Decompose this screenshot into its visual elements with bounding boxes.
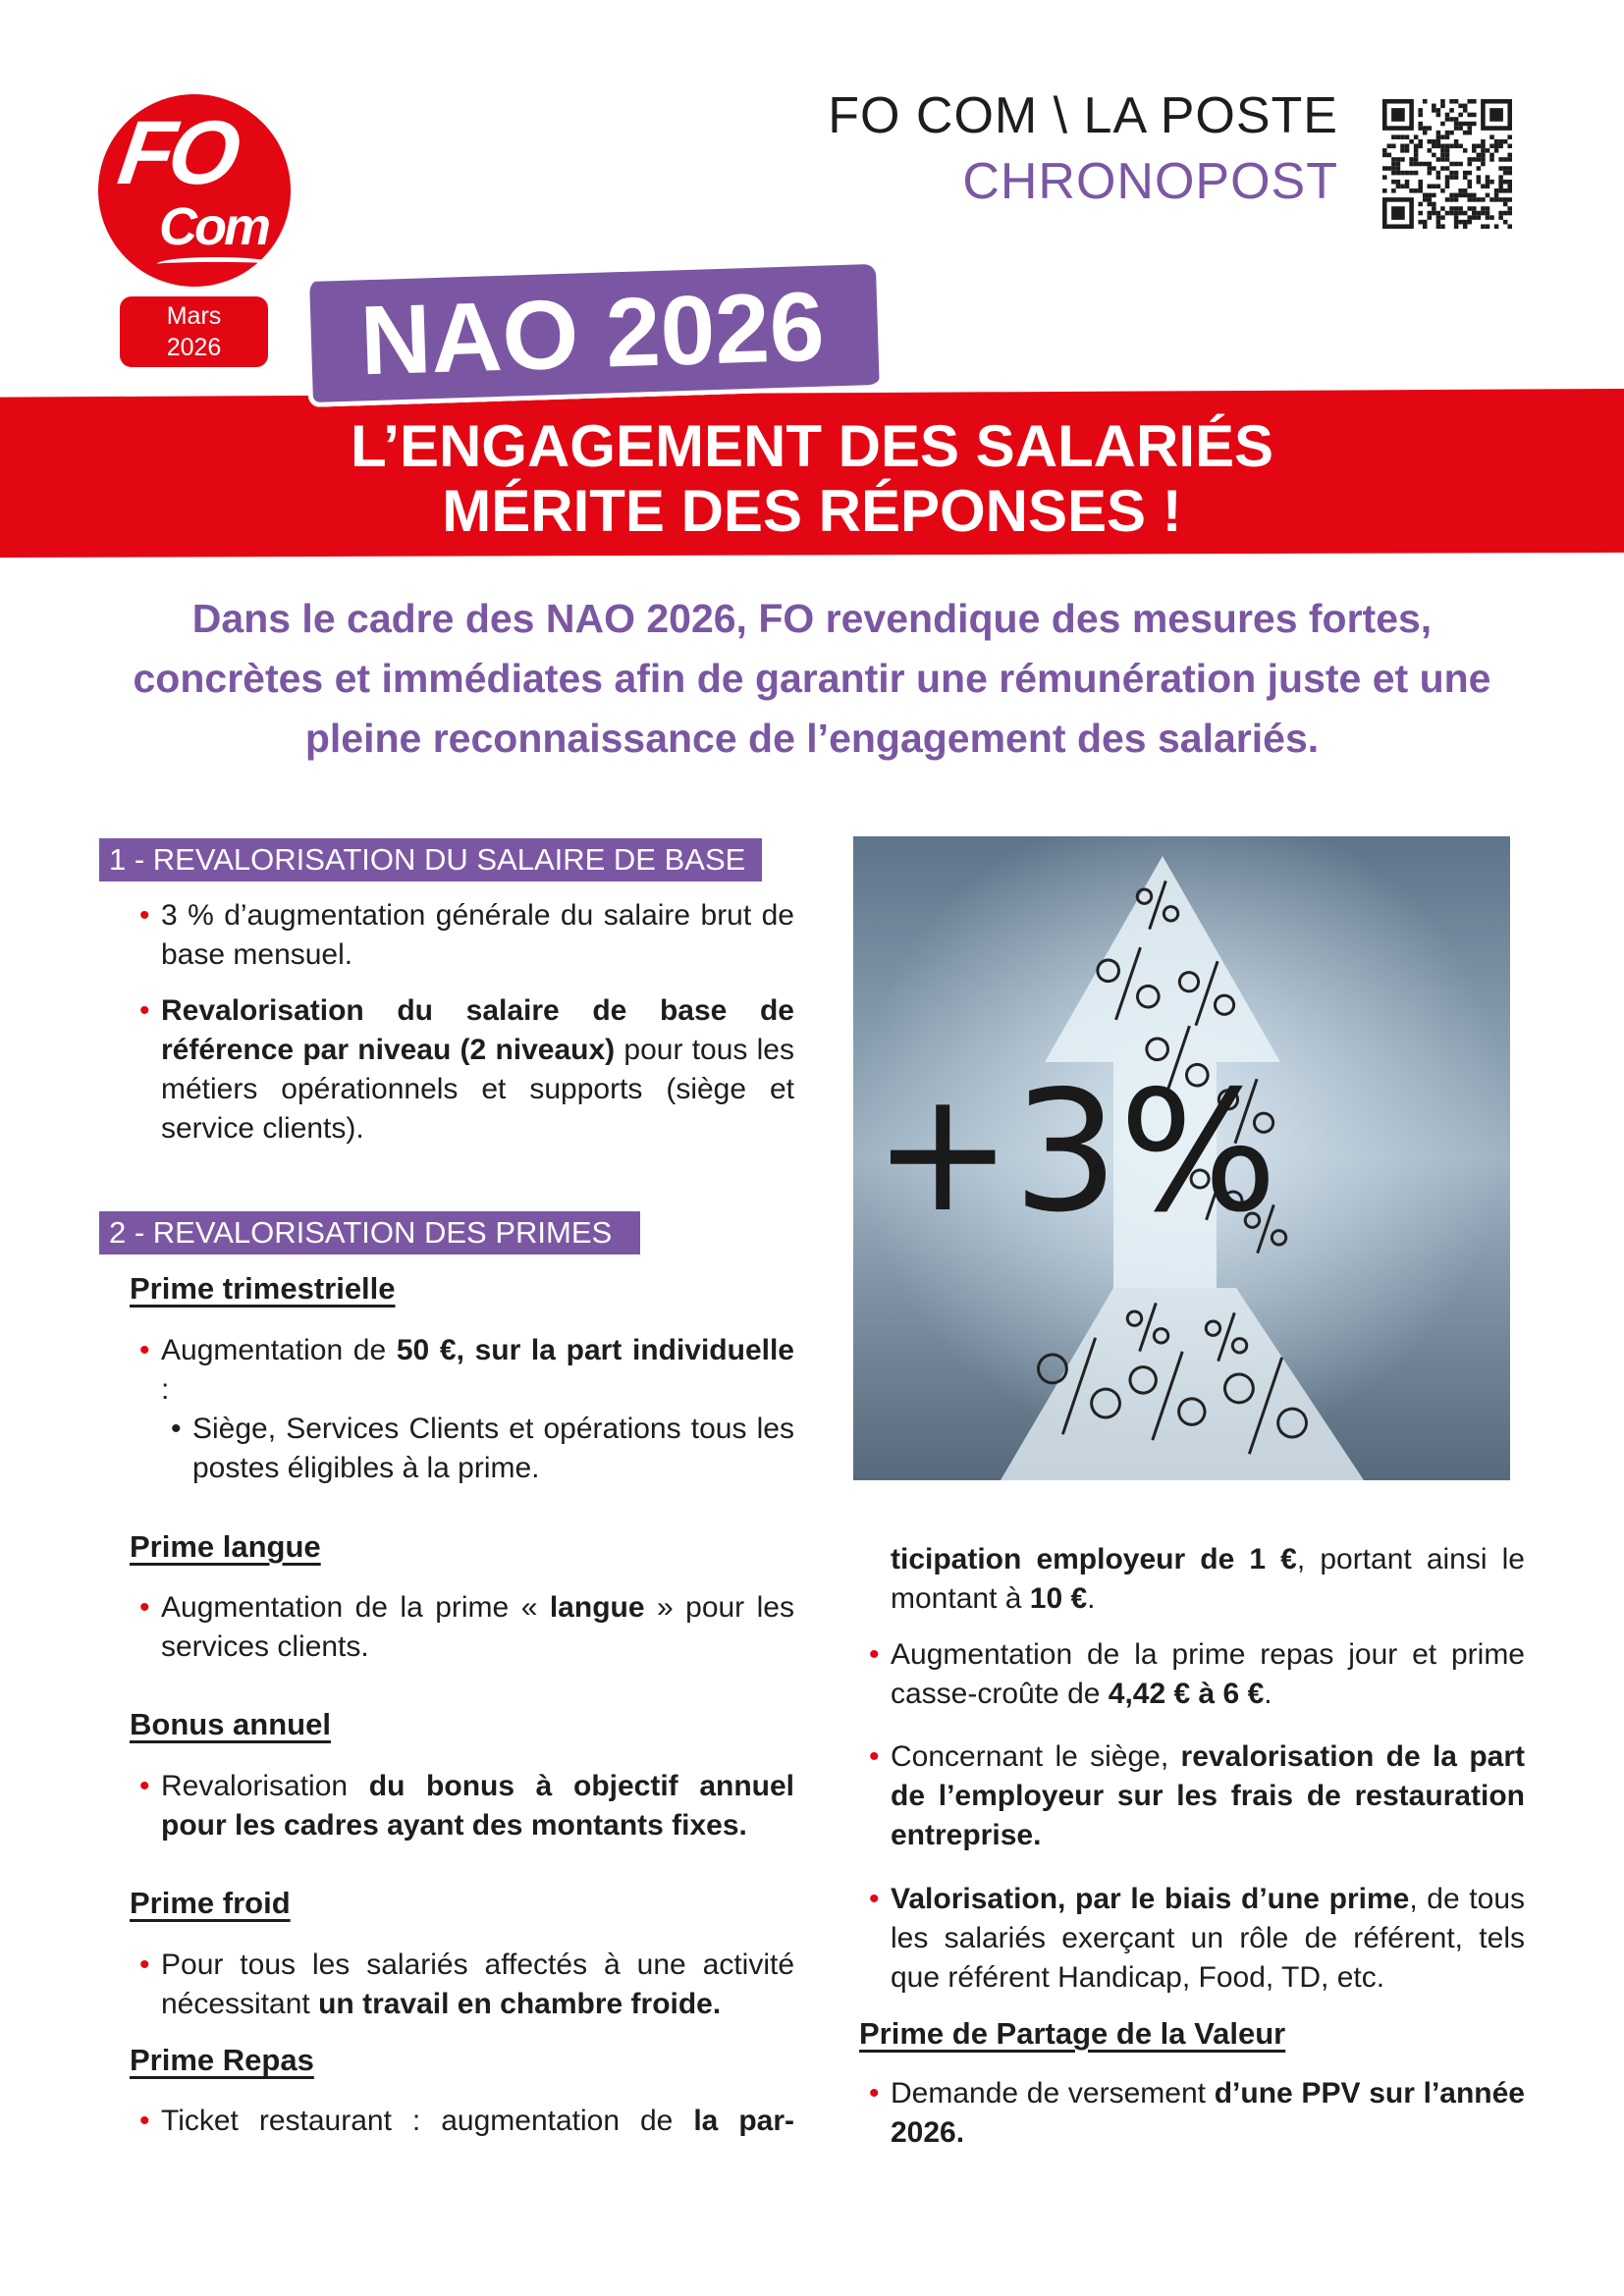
bullet-icon: • <box>869 1740 880 1773</box>
bold-text: revalorisation de la part de l’employeur… <box>891 1740 1525 1851</box>
subheading-prime-trimestrielle: Prime trimestrielle <box>130 1271 396 1306</box>
subheading-prime-froid: Prime froid <box>130 1886 291 1920</box>
bullet-salary-increase: • 3 % d’augmentation générale du salaire … <box>139 896 794 975</box>
bullet-icon: • <box>139 1949 150 1981</box>
text: Augmentation de <box>161 1334 397 1366</box>
percent-sign-shape <box>1177 960 1236 1027</box>
percent-sign-shape <box>1037 1337 1121 1435</box>
bullet-icon: • <box>139 1591 150 1624</box>
subheading-bonus-annuel: Bonus annuel <box>130 1707 331 1741</box>
text: Concernant le siège, <box>891 1740 1181 1773</box>
percent-sign-shape <box>1223 1357 1308 1455</box>
percent-sign-decorations <box>1037 880 1308 1455</box>
bold-text: Revalorisation du salaire de base de réf… <box>161 994 794 1066</box>
arrow-up-shape <box>1045 856 1280 1288</box>
bold-text: Valorisation, par le biais d’une prime <box>891 1883 1410 1915</box>
arrow-floor-shape <box>1001 1288 1364 1480</box>
header-company: CHRONOPOST <box>962 153 1338 210</box>
bold-text: un travail en chambre froide. <box>318 1988 722 2020</box>
section-2-heading: 2 - REVALORISATION DES PRIMES <box>99 1211 640 1255</box>
text: : <box>161 1373 170 1406</box>
text: » pour les services clients. <box>161 1591 794 1663</box>
bold-text: la par- <box>693 2105 794 2137</box>
plus-3-percent-illustration: +3% <box>853 836 1510 1480</box>
logo-swoosh <box>157 257 275 271</box>
qr-code[interactable] <box>1382 99 1512 229</box>
percent-sign-shape <box>1096 946 1161 1021</box>
section-1-heading: 1 - REVALORISATION DU SALAIRE DE BASE <box>99 838 762 881</box>
date-month: Mars <box>166 302 222 330</box>
percent-sign-shape <box>1243 1203 1288 1255</box>
nao-tag: NAO 2026 <box>304 263 880 408</box>
bold-text: 50 €, sur la part individuelle <box>396 1334 794 1366</box>
text: Pour tous les salariés affectés à une ac… <box>161 1949 794 2020</box>
text: pour tous les métiers opérationnels et s… <box>161 1034 794 1145</box>
percent-sign-shape <box>1189 1158 1244 1221</box>
bullet-icon: • <box>869 1883 880 1915</box>
subheading-ppv: Prime de Partage de la Valeur <box>859 2016 1286 2051</box>
bold-text: 4,42 € à 6 € <box>1108 1678 1265 1710</box>
bullet-ppv: • Demande de versement d’une PPV sur l’an… <box>869 2074 1525 2153</box>
bullet-icon: • <box>139 1770 150 1802</box>
bold-text: du bonus à objectif annuel pour les cadr… <box>161 1770 794 1842</box>
bullet-icon: • <box>869 1638 880 1671</box>
bullet-base-salary-reference: • Revalorisation du salaire de base de ré… <box>139 991 794 1148</box>
bullet-icon: • <box>171 1413 182 1445</box>
bullet-frais-restauration: • Concernant le siège, revalorisation de … <box>869 1737 1525 1855</box>
bullet-prime-repas-jour: • Augmentation de la prime repas jour et … <box>869 1635 1525 1714</box>
bold-text: 10 € <box>1029 1582 1088 1615</box>
fo-com-logo: FO Com <box>98 94 291 287</box>
title-band <box>0 389 1624 558</box>
logo-text-com: Com <box>159 197 271 256</box>
percent-sign-shape <box>1125 1302 1170 1353</box>
bold-text: langue <box>549 1591 645 1624</box>
bullet-prime-froid: • Pour tous les salariés affectés à une a… <box>139 1946 794 2024</box>
text: Revalorisation <box>161 1770 369 1802</box>
logo-text-fo: FO <box>112 103 241 203</box>
percent-sign-shape <box>1217 1078 1275 1145</box>
text: Ticket restaurant : augmentation de <box>161 2105 694 2137</box>
text: Augmentation de la prime repas jour et p… <box>891 1638 1525 1710</box>
text: 3 % d’augmentation générale du salaire b… <box>161 899 794 971</box>
title-line-1: L’ENGAGEMENT DES SALARIÉS <box>350 413 1274 479</box>
text: . <box>1264 1678 1272 1710</box>
bullet-icon: • <box>139 994 150 1027</box>
bullet-ticket-restaurant-end: ticipation employeur de 1 €, portant ain… <box>891 1540 1525 1619</box>
bullet-ticket-restaurant-start: • Ticket restaurant : augmentation de la … <box>139 2102 794 2141</box>
title-line-2: MÉRITE DES RÉPONSES ! <box>442 478 1182 544</box>
subheading-prime-langue: Prime langue <box>130 1529 321 1564</box>
date-year: 2026 <box>166 334 222 361</box>
text: Demande de versement <box>891 2077 1215 2109</box>
bullet-icon: • <box>139 2105 150 2137</box>
bold-text: d’une PPV sur l’année 2026. <box>891 2077 1525 2149</box>
percent-sign-shape <box>1135 880 1180 931</box>
percent-sign-shape <box>1145 1025 1210 1099</box>
text: Augmentation de la prime « <box>161 1591 550 1624</box>
percent-sign-shape <box>1204 1311 1249 1362</box>
text: Siège, Services Clients et opérations to… <box>192 1413 794 1484</box>
subbullet-prime-trimestrielle: • Siège, Services Clients et opérations t… <box>171 1410 794 1488</box>
date-badge: Mars 2026 <box>120 296 268 367</box>
bullet-icon: • <box>869 2077 880 2109</box>
text: , portant ainsi le montant à <box>891 1543 1525 1615</box>
bullet-icon: • <box>139 1334 150 1366</box>
header-org: FO COM \ LA POSTE <box>828 87 1338 144</box>
text: , de tous les salariés exerçant un rôle … <box>891 1883 1526 1994</box>
intro-paragraph: Dans le cadre des NAO 2026, FO revendiqu… <box>133 596 1491 761</box>
image-plus-3-percent-label: +3% <box>873 1055 1277 1250</box>
bold-text: ticipation employeur de 1 € <box>891 1543 1297 1575</box>
bullet-icon: • <box>139 899 150 932</box>
subheading-prime-repas: Prime Repas <box>130 2043 314 2077</box>
bullet-prime-trimestrielle: • Augmentation de 50 €, sur la part indiv… <box>139 1331 794 1410</box>
bullet-prime-langue: • Augmentation de la prime « langue » pou… <box>139 1588 794 1667</box>
bullet-bonus-annuel: • Revalorisation du bonus à objectif annu… <box>139 1767 794 1845</box>
text: . <box>1087 1582 1096 1615</box>
bullet-prime-referent: • Valorisation, par le biais d’une prime,… <box>869 1880 1526 1998</box>
percent-sign-shape <box>1128 1351 1207 1441</box>
